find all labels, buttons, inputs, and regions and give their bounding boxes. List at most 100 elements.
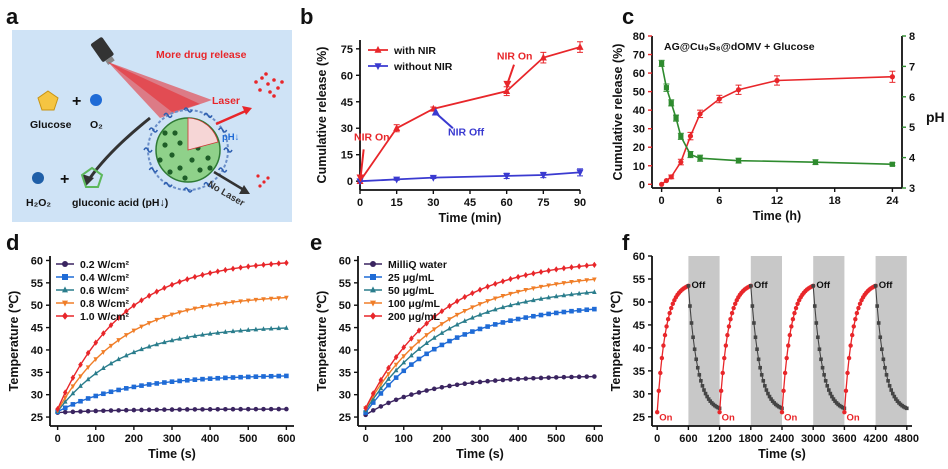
cooling-point (692, 347, 697, 352)
y-tick-label: 40 (31, 345, 43, 357)
cooling-point (831, 397, 836, 401)
x-tick-label: 200 (125, 433, 143, 445)
y-tick-label: 55 (31, 278, 43, 290)
cooling-point (749, 284, 753, 288)
x-tick-label: 600 (585, 433, 603, 445)
data-point (238, 374, 243, 380)
x-tick-label: 30 (427, 197, 439, 209)
y-tick-label: 30 (633, 389, 645, 401)
data-point (462, 318, 468, 323)
y-tick-label: 35 (633, 366, 645, 378)
cooling-point (689, 321, 694, 325)
no-laser-arrowhead (239, 185, 250, 194)
y-tick-label: 60 (633, 251, 645, 263)
data-point (230, 375, 236, 380)
data-point (93, 357, 99, 363)
heating-point (661, 343, 666, 348)
data-point (584, 289, 590, 295)
data-point (569, 308, 574, 314)
data-point (169, 407, 175, 412)
released-drug-dot (272, 78, 276, 82)
cooling-point (767, 394, 772, 399)
cooling-point (890, 391, 895, 396)
cooling-point (755, 347, 759, 352)
y2-tick-label: 6 (909, 92, 915, 104)
data-point (116, 356, 121, 362)
data-point (561, 309, 567, 315)
data-point (139, 324, 144, 330)
data-point (146, 382, 152, 387)
y-tick-label: 35 (339, 367, 351, 379)
legend-label: 50 μg/mL (388, 285, 435, 297)
data-point (531, 286, 536, 292)
nanoparticle-dot (169, 152, 175, 158)
data-point (561, 374, 567, 380)
data-point (78, 361, 83, 368)
reaction-arrow (88, 116, 151, 179)
data-point (123, 352, 129, 358)
data-point (261, 374, 266, 379)
data-point (215, 329, 221, 335)
data-point (393, 367, 399, 373)
surface-ligand (143, 147, 153, 153)
data-point (538, 284, 544, 290)
data-point (268, 373, 274, 379)
data-point (470, 380, 475, 386)
data-point (386, 364, 391, 372)
data-point (62, 405, 68, 411)
data-point (523, 376, 529, 381)
legend-label: 0.4 W/cm² (80, 272, 130, 284)
y-tick-label: 50 (339, 300, 351, 312)
heating-point (781, 388, 786, 394)
data-point (500, 278, 506, 285)
legend-label: 100 μg/mL (388, 298, 441, 310)
data-point (561, 281, 567, 286)
heating-point (845, 370, 850, 376)
ph-down-label: pH↓ (222, 132, 239, 143)
data-point (139, 297, 144, 304)
y-axis-label: Temperature (℃) (7, 291, 21, 392)
data-point (553, 293, 559, 299)
surface-ligands (143, 107, 233, 193)
chart-e-temperature-concentration: 0 100 200 300 400 500 600 25 30 35 40 45 50 55 60 Time … (315, 255, 604, 461)
data-point (245, 374, 251, 380)
data-point (116, 408, 121, 413)
data-point (424, 340, 429, 346)
data-point (101, 408, 106, 414)
heating-point (667, 310, 672, 316)
x-axis-label: Time (h) (753, 209, 801, 223)
data-point (162, 407, 167, 412)
heating-point (793, 305, 799, 311)
cooling-point (883, 365, 887, 370)
cooling-point (703, 391, 708, 396)
legend-marker (374, 45, 382, 53)
data-point (531, 297, 536, 303)
data-point (508, 275, 513, 283)
data-point (70, 402, 76, 407)
data-point (85, 365, 91, 371)
x-tick-label: 100 (87, 433, 105, 445)
heating-point (792, 310, 797, 316)
data-point (276, 260, 282, 267)
y-tick-label: 50 (633, 87, 645, 99)
data-point (93, 393, 99, 399)
data-point (503, 173, 511, 180)
cooling-point (873, 284, 878, 288)
x-tick-label: 4200 (863, 433, 887, 445)
data-point (485, 309, 490, 314)
released-drug-dot (280, 80, 284, 84)
data-point (139, 407, 144, 413)
cooling-point (820, 365, 825, 370)
data-point (477, 286, 483, 293)
chart-b-cumulative-release-nir: 0 15 30 45 60 75 90 0 15 30 45 60 75 Time (min) Cumula… (315, 40, 586, 225)
cooling-point (881, 357, 886, 362)
cooling-point (753, 335, 758, 340)
data-point (370, 390, 376, 397)
data-point (393, 375, 399, 380)
data-point (500, 294, 506, 299)
data-point (123, 308, 129, 315)
data-point (253, 374, 259, 379)
cooling-point (750, 304, 755, 308)
y2-tick-label: 7 (909, 61, 915, 73)
annotation-arrowhead (356, 174, 365, 183)
